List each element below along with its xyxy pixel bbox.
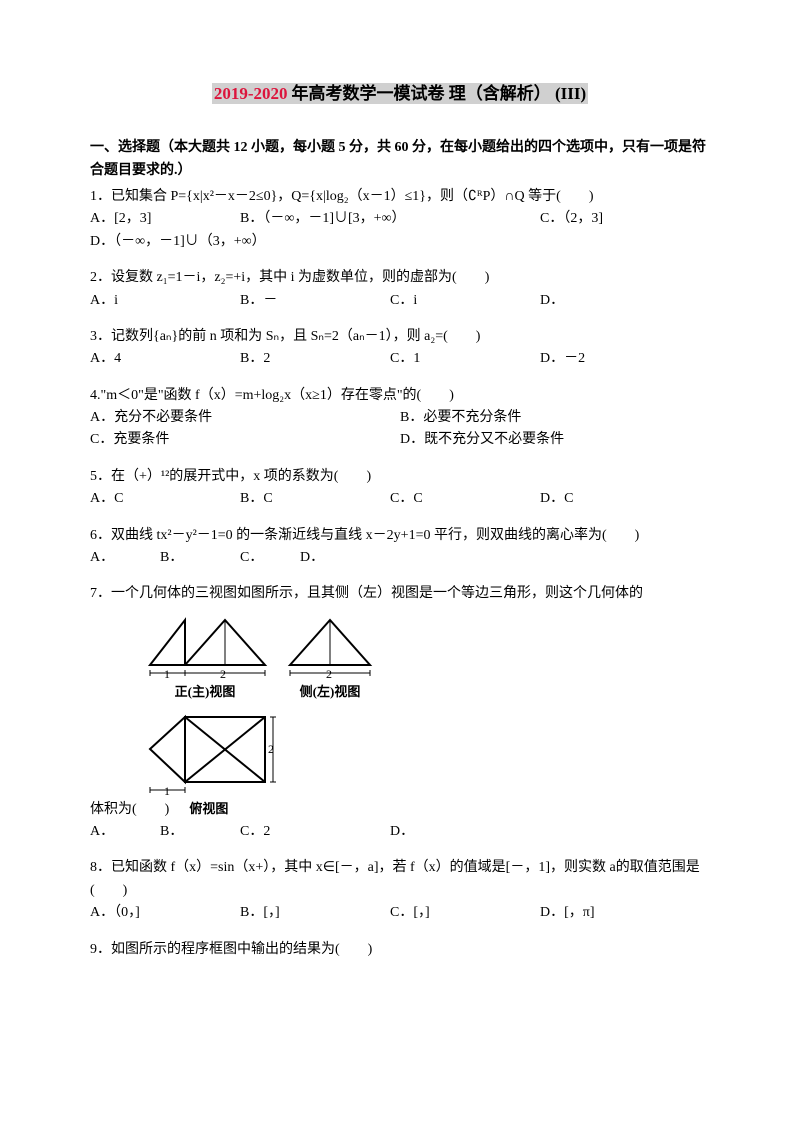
svg-text:2: 2 bbox=[220, 667, 226, 680]
q1-opt-a: A．[2，3] bbox=[90, 208, 240, 230]
q7-opt-b: B． bbox=[160, 821, 240, 843]
top-view-block: 2 1 bbox=[140, 707, 280, 797]
title-highlight: 2019-2020 bbox=[212, 83, 290, 104]
front-view-svg: 1 2 bbox=[140, 610, 270, 680]
question-2: 2．设复数 z₁=1－i，z₂=+i，其中 i 为虚数单位，则的虚部为( ) A… bbox=[90, 267, 710, 312]
q1-text: 1．已知集合 P={x|x²－x－2≤0}，Q={x|log₂（x－1）≤1}，… bbox=[90, 186, 710, 208]
front-view-block: 1 2 正(主)视图 bbox=[140, 610, 270, 703]
top-view-svg: 2 1 bbox=[140, 707, 280, 797]
top-view-caption: 俯视图 bbox=[189, 799, 228, 820]
q7-text2: 体积为( ) bbox=[90, 799, 169, 821]
question-8: 8．已知函数 f（x）=sin（x+），其中 x∈[－，a]，若 f（x）的值域… bbox=[90, 857, 710, 924]
question-9: 9．如图所示的程序框图中输出的结果为( ) bbox=[90, 939, 710, 961]
q5-opt-a: A．C bbox=[90, 488, 240, 510]
q4-text: 4."m＜0"是"函数 f（x）=m+log₂x（x≥1）存在零点"的( ) bbox=[90, 385, 710, 407]
q5-opt-b: B．C bbox=[240, 488, 390, 510]
q4-opt-a: A．充分不必要条件 bbox=[90, 407, 400, 429]
q7-opt-a: A． bbox=[90, 821, 160, 843]
q2-opt-b: B．－ bbox=[240, 290, 390, 312]
q3-opt-c: C．1 bbox=[390, 348, 540, 370]
q7-opt-c: C．2 bbox=[240, 821, 390, 843]
svg-text:1: 1 bbox=[164, 667, 170, 680]
q6-opt-b: B． bbox=[160, 547, 240, 569]
q1-opt-d: D．（－∞，－1]∪（3，+∞） bbox=[90, 231, 710, 253]
q8-opt-b: B．[，] bbox=[240, 902, 390, 924]
q4-opt-b: B．必要不充分条件 bbox=[400, 407, 710, 429]
side-view-svg: 2 bbox=[280, 610, 380, 680]
side-view-caption: 侧(左)视图 bbox=[300, 682, 361, 703]
q7-opt-d: D． bbox=[390, 821, 540, 843]
side-view-block: 2 侧(左)视图 bbox=[280, 610, 380, 703]
q8-text: 8．已知函数 f（x）=sin（x+），其中 x∈[－，a]，若 f（x）的值域… bbox=[90, 857, 710, 902]
q1-opt-b: B．（－∞，－1]∪[3，+∞） bbox=[240, 208, 540, 230]
q6-opt-c: C． bbox=[240, 547, 300, 569]
q7-text1: 7．一个几何体的三视图如图所示，且其侧（左）视图是一个等边三角形，则这个几何体的 bbox=[90, 583, 710, 605]
question-5: 5．在（+）¹²的展开式中，x 项的系数为( ) A．C B．C C．C D．C bbox=[90, 466, 710, 511]
svg-text:1: 1 bbox=[164, 784, 170, 797]
q3-opt-b: B．2 bbox=[240, 348, 390, 370]
q4-opt-c: C．充要条件 bbox=[90, 429, 400, 451]
q6-opt-d: D． bbox=[300, 547, 450, 569]
q5-opt-d: D．C bbox=[540, 488, 690, 510]
question-4: 4."m＜0"是"函数 f（x）=m+log₂x（x≥1）存在零点"的( ) A… bbox=[90, 385, 710, 452]
q3-opt-a: A．4 bbox=[90, 348, 240, 370]
q3-text: 3．记数列{aₙ}的前 n 项和为 Sₙ，且 Sₙ=2（aₙ－1），则 a₂=(… bbox=[90, 326, 710, 348]
question-3: 3．记数列{aₙ}的前 n 项和为 Sₙ，且 Sₙ=2（aₙ－1），则 a₂=(… bbox=[90, 326, 710, 371]
page-title: 2019-2020年高考数学一模试卷 理（含解析） (III) bbox=[90, 80, 710, 107]
question-6: 6．双曲线 tx²－y²－1=0 的一条渐近线与直线 x－2y+1=0 平行，则… bbox=[90, 525, 710, 570]
section-header: 一、选择题（本大题共 12 小题，每小题 5 分，共 60 分，在每小题给出的四… bbox=[90, 137, 710, 182]
q5-text: 5．在（+）¹²的展开式中，x 项的系数为( ) bbox=[90, 466, 710, 488]
question-7: 7．一个几何体的三视图如图所示，且其侧（左）视图是一个等边三角形，则这个几何体的… bbox=[90, 583, 710, 843]
q9-text: 9．如图所示的程序框图中输出的结果为( ) bbox=[90, 939, 710, 961]
q8-opt-d: D．[，π] bbox=[540, 902, 690, 924]
q8-opt-c: C．[，] bbox=[390, 902, 540, 924]
q3-opt-d: D．－2 bbox=[540, 348, 690, 370]
q8-opt-a: A．（0，] bbox=[90, 902, 240, 924]
front-view-caption: 正(主)视图 bbox=[175, 682, 236, 703]
q1-opt-c: C．（2，3] bbox=[540, 208, 690, 230]
q2-opt-d: D． bbox=[540, 290, 690, 312]
q2-text: 2．设复数 z₁=1－i，z₂=+i，其中 i 为虚数单位，则的虚部为( ) bbox=[90, 267, 710, 289]
title-rest: 年高考数学一模试卷 理（含解析） (III) bbox=[290, 83, 589, 104]
q4-opt-d: D．既不充分又不必要条件 bbox=[400, 429, 710, 451]
q5-opt-c: C．C bbox=[390, 488, 540, 510]
q2-opt-c: C．i bbox=[390, 290, 540, 312]
svg-text:2: 2 bbox=[326, 667, 332, 680]
figure-row-top: 1 2 正(主)视图 2 侧(左)视图 bbox=[140, 610, 710, 703]
svg-text:2: 2 bbox=[268, 742, 274, 756]
q6-text: 6．双曲线 tx²－y²－1=0 的一条渐近线与直线 x－2y+1=0 平行，则… bbox=[90, 525, 710, 547]
q2-opt-a: A．i bbox=[90, 290, 240, 312]
q6-opt-a: A． bbox=[90, 547, 160, 569]
question-1: 1．已知集合 P={x|x²－x－2≤0}，Q={x|log₂（x－1）≤1}，… bbox=[90, 186, 710, 253]
